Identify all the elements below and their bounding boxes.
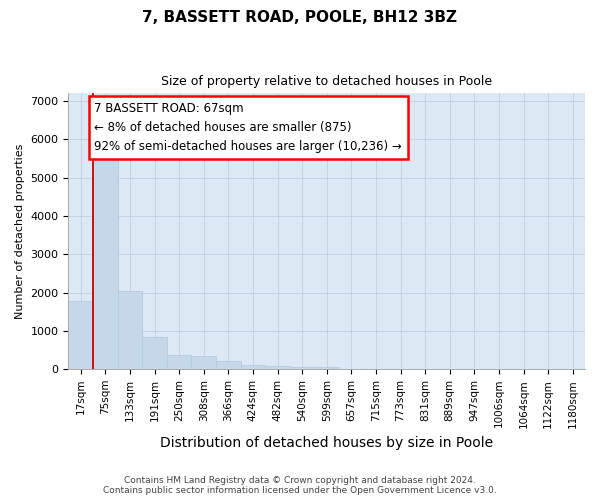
Bar	[118, 290, 142, 369]
Title: Size of property relative to detached houses in Poole: Size of property relative to detached ho…	[161, 75, 492, 88]
Y-axis label: Number of detached properties: Number of detached properties	[15, 144, 25, 319]
Text: Contains HM Land Registry data © Crown copyright and database right 2024.
Contai: Contains HM Land Registry data © Crown c…	[103, 476, 497, 495]
Text: 7, BASSETT ROAD, POOLE, BH12 3BZ: 7, BASSETT ROAD, POOLE, BH12 3BZ	[143, 10, 458, 25]
Bar	[314, 368, 339, 369]
Bar	[167, 354, 191, 369]
Bar	[216, 361, 241, 369]
Bar	[265, 366, 290, 369]
Bar	[68, 301, 93, 369]
Bar	[241, 364, 265, 369]
Bar	[290, 367, 314, 369]
X-axis label: Distribution of detached houses by size in Poole: Distribution of detached houses by size …	[160, 436, 493, 450]
Bar	[93, 149, 118, 369]
Bar	[142, 337, 167, 369]
Text: 7 BASSETT ROAD: 67sqm
← 8% of detached houses are smaller (875)
92% of semi-deta: 7 BASSETT ROAD: 67sqm ← 8% of detached h…	[94, 102, 402, 153]
Bar	[191, 356, 216, 369]
